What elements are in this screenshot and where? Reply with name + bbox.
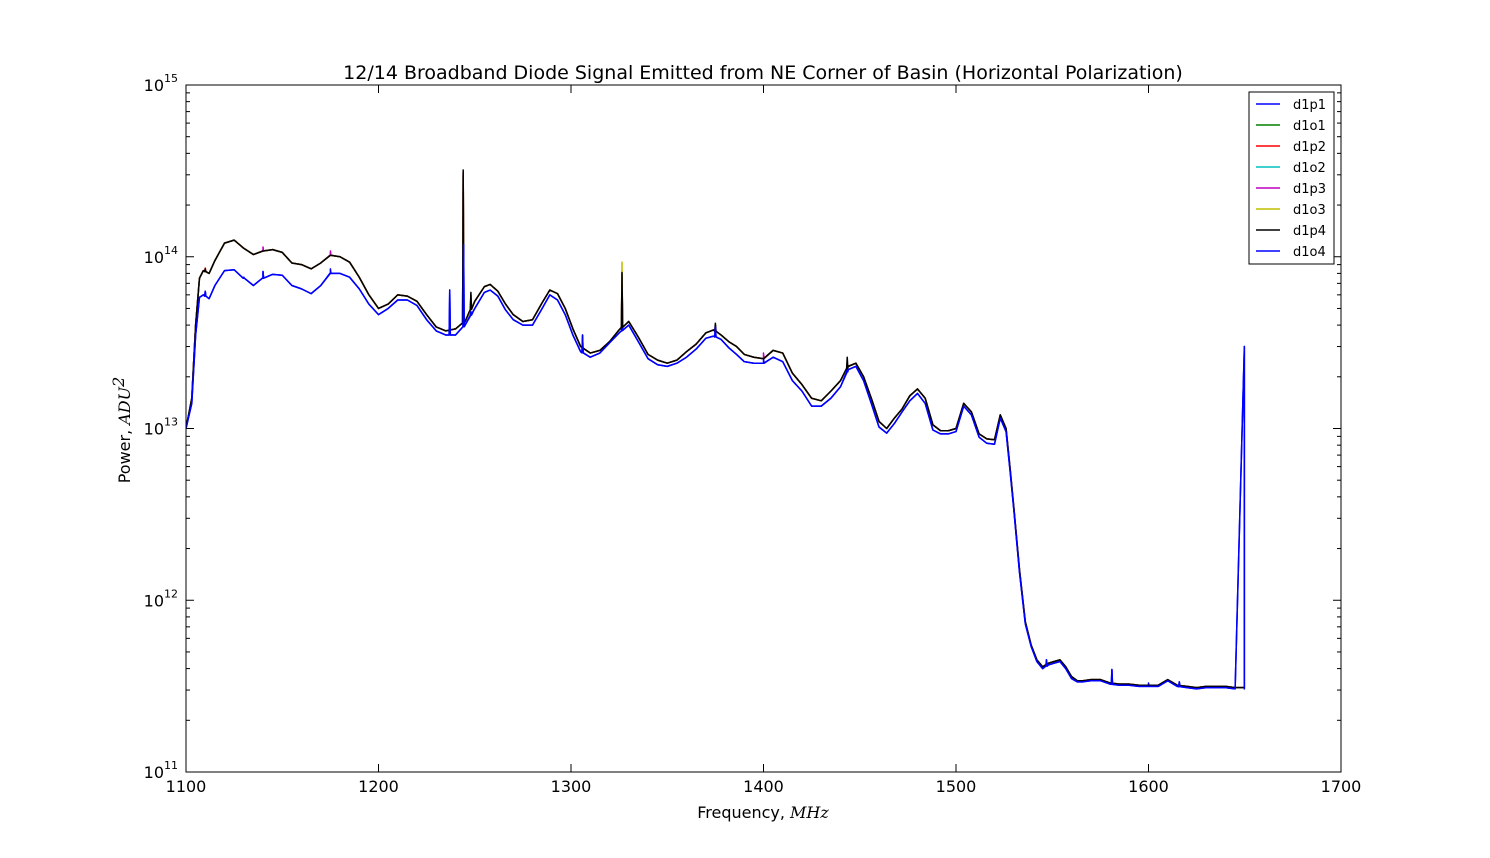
y-tick-label: 1013 [144, 416, 178, 439]
legend-label-d1o3: d1o3 [1293, 203, 1326, 218]
legend-label-d1p1: d1p1 [1293, 98, 1326, 113]
x-axis-label-text: Frequency, [697, 803, 790, 822]
y-tick-label-base: 10 [144, 76, 164, 95]
y-tick-label-exponent: 13 [164, 416, 178, 429]
y-tick-label-exponent: 12 [164, 587, 178, 600]
legend-label-d1o4: d1o4 [1293, 245, 1326, 260]
chart-title: 12/14 Broadband Diode Signal Emitted fro… [343, 62, 1183, 84]
y-axis-label-text: Power, [115, 425, 134, 484]
series-line-d1o4 [186, 243, 1246, 690]
legend-label-d1o2: d1o2 [1293, 161, 1326, 176]
legend-box [1248, 91, 1335, 265]
y-axis-label-unit: ADU [115, 386, 134, 426]
x-tick-label: 1600 [1128, 777, 1169, 796]
y-tick-label-exponent: 11 [164, 759, 178, 772]
y-tick-label-base: 10 [144, 591, 164, 610]
plot-background [186, 85, 1341, 772]
legend-label-d1o1: d1o1 [1293, 119, 1326, 134]
legend-label-d1p2: d1p2 [1293, 140, 1326, 155]
x-tick-label: 1700 [1321, 777, 1362, 796]
y-tick-label: 1015 [144, 72, 178, 95]
plot-area: 1100 1200 1300 1400 1500 1600 1700101110121013… [144, 72, 1362, 796]
series-group [186, 169, 1246, 690]
y-tick-label-exponent: 14 [164, 244, 178, 257]
legend-label-d1p3: d1p3 [1293, 182, 1326, 197]
x-tick-label: 1300 [551, 777, 592, 796]
x-tick-label: 1100 [166, 777, 207, 796]
y-tick-label-base: 10 [144, 420, 164, 439]
x-axis-label-unit: MHz [789, 803, 829, 822]
y-axis-label: Power, ADU2 [109, 377, 134, 484]
y-tick-label: 1014 [144, 244, 178, 267]
y-tick-label: 1011 [144, 759, 178, 782]
y-tick-label-base: 10 [144, 248, 164, 267]
ticks-group: 1100 1200 1300 1400 1500 1600 1700101110121013… [144, 72, 1362, 796]
legend: d1p1 d1o1 d1p2 d1o2 d1p3 d1o3 d1p4 d1o4 [1248, 91, 1335, 265]
y-tick-label: 1012 [144, 587, 178, 610]
x-axis-label: Frequency, MHz [697, 803, 829, 822]
x-tick-label: 1200 [358, 777, 399, 796]
x-tick-label: 1500 [936, 777, 977, 796]
y-tick-label-base: 10 [144, 763, 164, 782]
y-tick-label-exponent: 15 [164, 72, 178, 85]
legend-label-d1p4: d1p4 [1293, 224, 1326, 239]
series-line-d1p4 [186, 169, 1245, 689]
x-tick-label: 1400 [743, 777, 784, 796]
y-axis-label-exponent: 2 [109, 377, 128, 388]
